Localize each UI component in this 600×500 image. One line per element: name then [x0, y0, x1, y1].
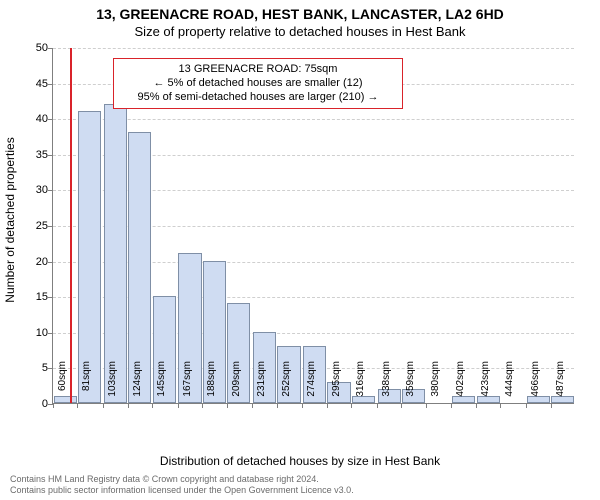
- y-tick-label: 5: [8, 362, 48, 374]
- x-tick-mark: [227, 403, 228, 408]
- x-tick-label: 444sqm: [504, 361, 515, 409]
- y-tick-label: 40: [8, 113, 48, 125]
- y-tick-mark: [48, 368, 53, 369]
- annotation-line: ← 5% of detached houses are smaller (12): [122, 77, 394, 91]
- x-tick-label: 103sqm: [107, 361, 118, 409]
- y-tick-mark: [48, 84, 53, 85]
- x-tick-label: 252sqm: [281, 361, 292, 409]
- x-axis-label: Distribution of detached houses by size …: [0, 454, 600, 468]
- x-tick-label: 316sqm: [355, 361, 366, 409]
- x-tick-mark: [128, 403, 129, 408]
- y-tick-label: 35: [8, 149, 48, 161]
- x-tick-mark: [426, 403, 427, 408]
- x-tick-label: 81sqm: [81, 361, 92, 409]
- annotation-box: 13 GREENACRE ROAD: 75sqm← 5% of detached…: [113, 58, 403, 109]
- x-tick-label: 295sqm: [331, 361, 342, 409]
- x-tick-label: 359sqm: [405, 361, 416, 409]
- x-tick-label: 167sqm: [182, 361, 193, 409]
- y-tick-mark: [48, 333, 53, 334]
- x-tick-mark: [277, 403, 278, 408]
- y-tick-mark: [48, 119, 53, 120]
- x-tick-mark: [526, 403, 527, 408]
- x-tick-mark: [302, 403, 303, 408]
- x-tick-label: 145sqm: [156, 361, 167, 409]
- x-tick-mark: [451, 403, 452, 408]
- y-tick-label: 25: [8, 220, 48, 232]
- x-tick-label: 60sqm: [57, 361, 68, 409]
- y-tick-mark: [48, 297, 53, 298]
- grid-line: [53, 48, 574, 49]
- y-tick-label: 0: [8, 398, 48, 410]
- y-tick-mark: [48, 226, 53, 227]
- y-tick-label: 15: [8, 291, 48, 303]
- x-tick-mark: [152, 403, 153, 408]
- y-tick-label: 45: [8, 78, 48, 90]
- x-tick-label: 402sqm: [455, 361, 466, 409]
- x-tick-mark: [551, 403, 552, 408]
- x-tick-label: 466sqm: [530, 361, 541, 409]
- x-tick-mark: [53, 403, 54, 408]
- plot-area: 60sqm81sqm103sqm124sqm145sqm167sqm188sqm…: [52, 48, 574, 404]
- x-tick-label: 487sqm: [555, 361, 566, 409]
- address-title: 13, GREENACRE ROAD, HEST BANK, LANCASTER…: [0, 6, 600, 22]
- y-tick-mark: [48, 262, 53, 263]
- x-tick-mark: [252, 403, 253, 408]
- y-tick-label: 30: [8, 184, 48, 196]
- x-tick-label: 188sqm: [206, 361, 217, 409]
- y-tick-mark: [48, 190, 53, 191]
- footer-attribution: Contains HM Land Registry data © Crown c…: [10, 474, 590, 496]
- x-tick-mark: [202, 403, 203, 408]
- x-tick-label: 274sqm: [306, 361, 317, 409]
- annotation-line: 95% of semi-detached houses are larger (…: [122, 91, 394, 105]
- y-tick-label: 20: [8, 256, 48, 268]
- x-tick-label: 423sqm: [480, 361, 491, 409]
- x-tick-mark: [351, 403, 352, 408]
- grid-line: [53, 119, 574, 120]
- y-tick-label: 10: [8, 327, 48, 339]
- x-tick-label: 231sqm: [256, 361, 267, 409]
- reference-line: [70, 48, 72, 403]
- y-tick-mark: [48, 48, 53, 49]
- y-tick-label: 50: [8, 42, 48, 54]
- footer-line-2: Contains public sector information licen…: [10, 485, 590, 496]
- x-tick-label: 124sqm: [132, 361, 143, 409]
- x-tick-mark: [327, 403, 328, 408]
- x-tick-mark: [103, 403, 104, 408]
- x-tick-mark: [401, 403, 402, 408]
- chart-subtitle: Size of property relative to detached ho…: [0, 24, 600, 39]
- x-tick-mark: [77, 403, 78, 408]
- histogram-bar: [78, 111, 101, 403]
- x-tick-mark: [476, 403, 477, 408]
- x-tick-mark: [500, 403, 501, 408]
- x-tick-label: 338sqm: [381, 361, 392, 409]
- histogram-bar: [104, 104, 127, 403]
- footer-line-1: Contains HM Land Registry data © Crown c…: [10, 474, 590, 485]
- x-tick-mark: [377, 403, 378, 408]
- annotation-line: 13 GREENACRE ROAD: 75sqm: [122, 63, 394, 77]
- x-tick-label: 380sqm: [430, 361, 441, 409]
- x-tick-mark: [178, 403, 179, 408]
- y-tick-mark: [48, 155, 53, 156]
- x-tick-label: 209sqm: [231, 361, 242, 409]
